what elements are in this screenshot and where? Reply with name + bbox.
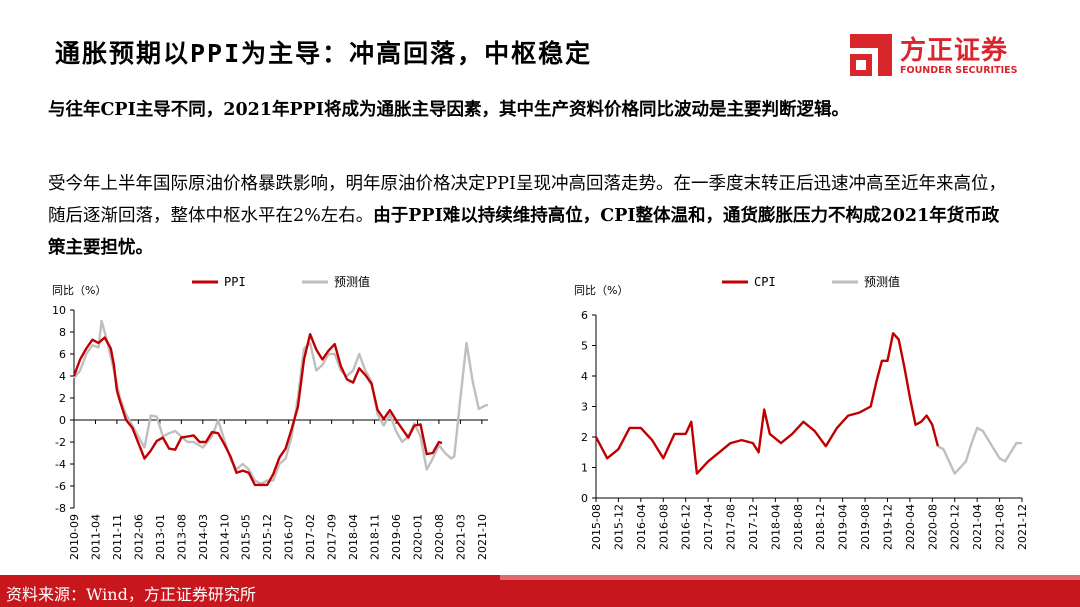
chart-2-series-2-line: [937, 426, 1022, 475]
chart-1-xtick-label: 2018-04: [347, 514, 360, 560]
chart-2-xtick-label: 2015-08: [590, 504, 603, 550]
chart-1-xtick-label: 2016-07: [283, 514, 296, 560]
logo-chinese-text: 方正证券: [900, 36, 1009, 66]
chart-2-ylabel: 同比（%）: [574, 284, 628, 297]
paragraph-1-text: 与往年CPI主导不同，2021年PPI将成为通胀主导因素，其中生产资料价格同比波…: [48, 100, 849, 120]
brand-logo: 方正证券 FOUNDER SECURITIES: [848, 30, 1048, 82]
chart-1-ytick-label: 8: [59, 326, 66, 339]
chart-1-xtick-label: 2012-06: [132, 514, 145, 560]
chart-2-xtick-label: 2021-04: [971, 504, 984, 550]
chart-2-xtick-label: 2016-04: [635, 504, 648, 550]
chart-1-ytick-label: -4: [55, 458, 66, 471]
chart-1-ytick-label: 4: [59, 370, 66, 383]
chart-1-xtick-label: 2014-03: [197, 514, 210, 560]
chart-1-xtick-label: 2014-10: [218, 514, 231, 560]
chart-1-ytick-label: -6: [55, 480, 66, 493]
chart-1-legend-label-2: 预测值: [334, 274, 370, 289]
chart-1-xtick-label: 2020-01: [411, 514, 424, 560]
chart-1-xtick-label: 2021-03: [454, 514, 467, 560]
chart-1-xtick-label: 2017-09: [326, 514, 339, 560]
cpi-chart: 同比（%） 0 1 2 3 4 5 6 2015-08 2015-12 2016-04 2016-08…: [574, 274, 1029, 550]
chart-1-xtick-label: 2015-05: [240, 514, 253, 560]
footer-accent: [500, 575, 1080, 580]
chart-1-xtick-label: 2013-01: [154, 514, 167, 560]
chart-1-ylabel: 同比（%）: [52, 284, 106, 297]
chart-1-xtick-label: 2018-11: [369, 514, 382, 560]
chart-1-series-2-line: [73, 319, 489, 485]
chart-2-ytick-label: 5: [581, 340, 588, 353]
chart-2-xtick-label: 2018-04: [769, 504, 782, 550]
chart-2-xtick-label: 2018-08: [792, 504, 805, 550]
paragraph-2-text: 受今年上半年国际原油价格暴跌影响，明年原油价格决定PPI呈现冲高回落走势。在一季…: [48, 174, 1006, 226]
ppi-chart: 同比（%） -8 -6 -4 -2 0 2 4 6 8 10 2010-09 2011-04 2011-1…: [52, 274, 489, 560]
chart-2-xtick-label: 2016-12: [680, 504, 693, 550]
paragraph-2: 受今年上半年国际原油价格暴跌影响，明年原油价格决定PPI呈现冲高回落走势。在一季…: [48, 168, 1008, 264]
chart-1-xtick-label: 2019-06: [390, 514, 403, 560]
chart-2-xtick-label: 2020-12: [949, 504, 962, 550]
paragraph-2-bold-text: 由于PPI难以持续维持高位，CPI整体温和，通货膨胀压力不构成2021年货币政策…: [48, 206, 1000, 258]
chart-2-legend-label-2: 预测值: [864, 274, 900, 289]
chart-1-ytick-label: -2: [55, 436, 66, 449]
chart-1-xtick-label: 2011-11: [111, 514, 124, 560]
chart-1-xtick-label: 2013-08: [175, 514, 188, 560]
chart-2-xtick-label: 2019-08: [859, 504, 872, 550]
chart-1-ytick-label: -8: [55, 502, 66, 515]
chart-1-xtick-label: 2017-02: [304, 514, 317, 560]
chart-2-xtick-label: 2018-12: [814, 504, 827, 550]
chart-1-xtick-label: 2011-04: [89, 514, 102, 560]
chart-2-ytick-label: 6: [581, 309, 588, 322]
page-title: 通胀预期以PPI为主导：冲高回落，中枢稳定: [55, 39, 593, 68]
founder-logo-icon: [850, 34, 892, 76]
chart-2-legend-label-1: CPI: [754, 275, 776, 289]
chart-1-ytick-label: 2: [59, 392, 66, 405]
chart-2-xtick-label: 2019-12: [881, 504, 894, 550]
chart-2-xtick-label: 2017-12: [747, 504, 760, 550]
chart-2-ytick-label: 4: [581, 370, 588, 383]
chart-1-legend-label-1: PPI: [224, 275, 246, 289]
chart-2-xtick-label: 2017-08: [725, 504, 738, 550]
chart-2-ytick-label: 3: [581, 401, 588, 414]
chart-2-xtick-label: 2020-04: [904, 504, 917, 550]
chart-2-xtick-label: 2016-08: [657, 504, 670, 550]
chart-2-xtick-label: 2021-12: [1016, 504, 1029, 550]
chart-2-ytick-label: 2: [581, 431, 588, 444]
chart-1-xtick-label: 2020-08: [433, 514, 446, 560]
chart-2-xtick-label: 2015-12: [612, 504, 625, 550]
chart-1-series-1-line: [72, 333, 443, 487]
chart-2-xtick-label: 2019-04: [837, 504, 850, 550]
chart-2-xtick-label: 2017-04: [702, 504, 715, 550]
chart-1-xtick-label: 2010-09: [68, 514, 81, 560]
chart-2-ytick-label: 1: [581, 462, 588, 475]
footer-bar: [0, 575, 1080, 607]
chart-1-xtick-label: 2015-12: [261, 514, 274, 560]
chart-1-ytick-label: 0: [59, 414, 66, 427]
chart-2-xtick-label: 2020-08: [926, 504, 939, 550]
chart-2-series-1-line: [594, 332, 940, 475]
chart-2-ytick-label: 0: [581, 492, 588, 505]
footer-source: 资料来源：Wind，方正证券研究所: [6, 585, 256, 604]
chart-2-xtick-label: 2021-08: [994, 504, 1007, 550]
chart-1-ytick-label: 6: [59, 348, 66, 361]
chart-1-xtick-label: 2021-10: [476, 514, 489, 560]
paragraph-1: 与往年CPI主导不同，2021年PPI将成为通胀主导因素，其中生产资料价格同比波…: [48, 94, 1008, 126]
logo-english-text: FOUNDER SECURITIES: [900, 65, 1018, 76]
chart-1-ytick-label: 10: [52, 304, 66, 317]
